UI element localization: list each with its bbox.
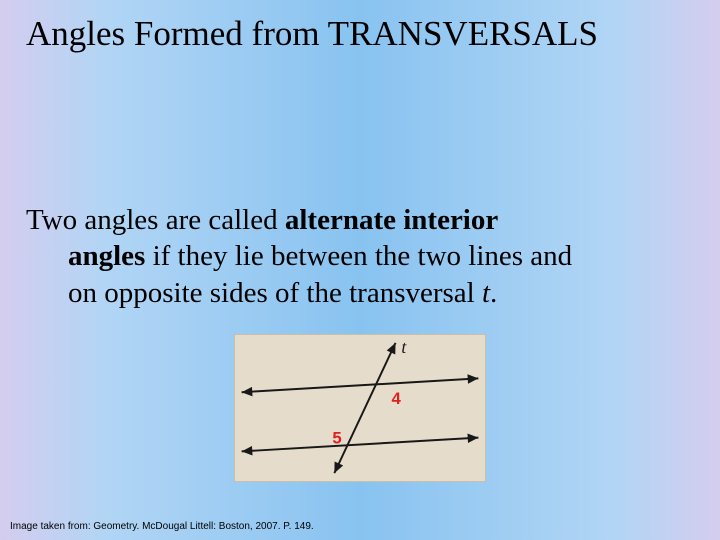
body-text: Two angles are called alternate interior… [26,202,680,311]
svg-text:4: 4 [392,389,402,408]
body-line2-bold: angles [68,240,145,272]
transversal-diagram: t 4 5 [234,334,486,482]
svg-text:t: t [401,337,407,357]
slide-title: Angles Formed from TRANSVERSALS [26,14,598,54]
body-line3-post: . [490,277,497,309]
body-line2-mid: if they lie between the two lines and [145,240,572,272]
image-citation: Image taken from: Geometry. McDougal Lit… [10,521,314,532]
body-line3-italic: t [482,277,490,309]
body-line1-bold: alternate interior [285,204,498,236]
body-line1-pre: Two angles are called [26,204,285,236]
body-line3-pre: on opposite sides of the transversal [68,277,482,309]
svg-text:5: 5 [332,429,341,448]
